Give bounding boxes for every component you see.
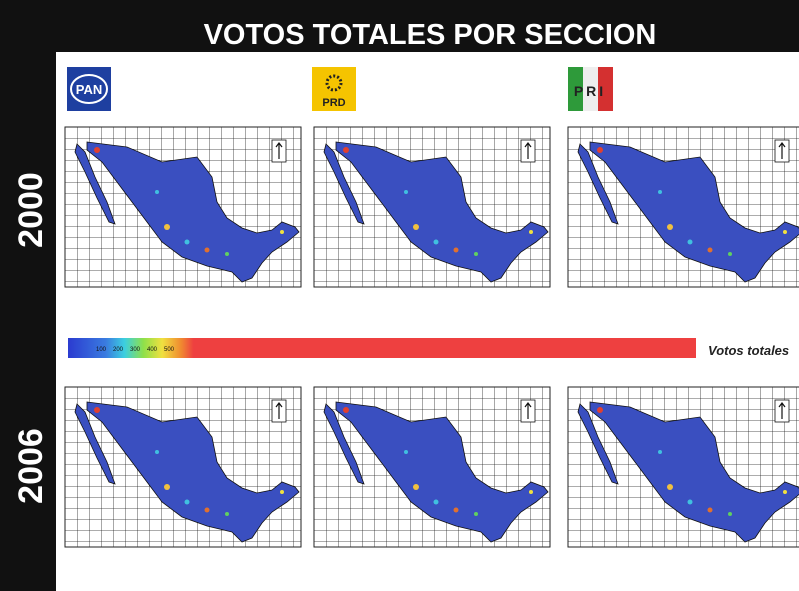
header-band <box>0 0 799 52</box>
color-bar-tick: 200 <box>113 347 124 353</box>
color-bar-tick: 300 <box>130 347 141 353</box>
year-label: 2006 <box>12 428 50 504</box>
map-panel <box>568 387 799 547</box>
map-panel <box>65 387 301 547</box>
title: VOTOS TOTALES POR SECCION <box>204 19 657 51</box>
prd-logo: PRD <box>312 67 356 111</box>
map-panel <box>314 387 550 547</box>
pri-logo: PRI <box>568 67 613 111</box>
color-bar-tick: 500 <box>164 347 175 353</box>
party-name: PRI <box>574 83 606 99</box>
map-panel <box>314 127 550 287</box>
color-bar-tick: 100 <box>96 347 107 353</box>
map-panel <box>65 127 301 287</box>
legend-label: Votos totales <box>708 343 789 358</box>
pan-logo: PAN <box>67 67 111 111</box>
color-bar-tick: 400 <box>147 347 158 353</box>
color-bar-ticks: 100 200 300 400 500 <box>96 347 175 353</box>
map-panel <box>568 127 799 287</box>
year-label: 2000 <box>12 172 50 248</box>
side-band <box>0 0 56 591</box>
party-name: PRD <box>322 97 345 109</box>
party-name: PAN <box>76 82 102 97</box>
color-bar <box>68 338 696 358</box>
